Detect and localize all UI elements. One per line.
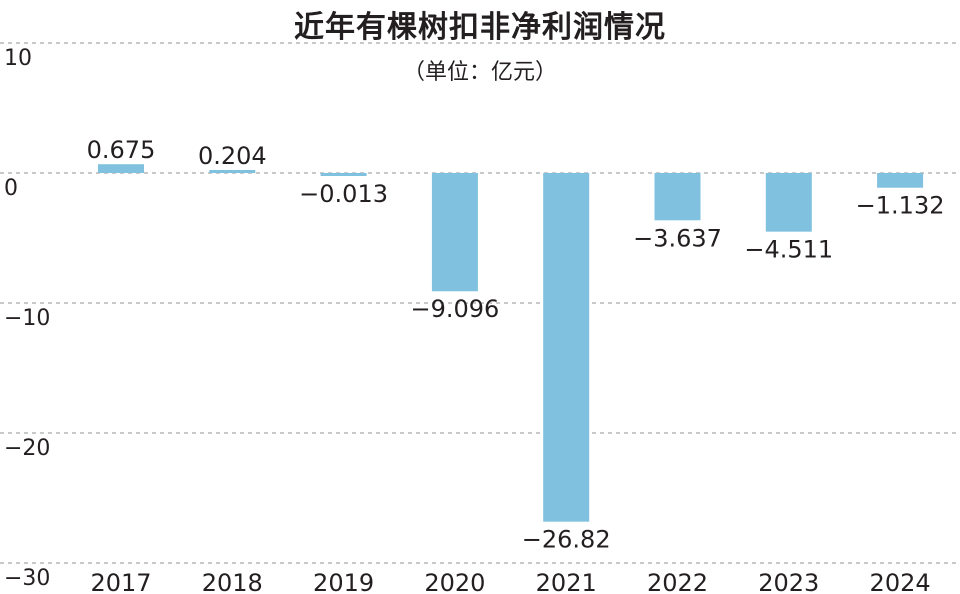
data-label: 0.675 [87, 136, 156, 164]
bar [765, 173, 812, 232]
y-tick-label: −30 [4, 566, 50, 591]
bar [431, 173, 478, 292]
data-label: −3.637 [633, 224, 722, 252]
bar [98, 164, 144, 173]
unit-label: （单位：亿元） [402, 60, 557, 85]
data-label: −9.096 [410, 295, 499, 323]
x-tick-label: 2023 [758, 569, 819, 594]
y-tick-label: −10 [4, 306, 50, 331]
x-tick-label: 2018 [202, 569, 263, 594]
x-tick-label: 2021 [536, 569, 597, 594]
y-tick-label: 10 [4, 46, 32, 71]
chart-title: 近年有棵树扣非净利润情况 [294, 10, 666, 45]
data-label: 0.204 [198, 142, 267, 170]
bar [877, 173, 924, 188]
data-label: −4.511 [744, 236, 833, 264]
data-label: −26.82 [522, 526, 611, 554]
x-tick-label: 2019 [313, 569, 374, 594]
x-tick-label: 2017 [90, 569, 151, 594]
bar [654, 173, 701, 221]
data-label: −1.132 [856, 192, 945, 220]
y-tick-label: 0 [4, 176, 18, 201]
x-tick-label: 2020 [424, 569, 485, 594]
x-tick-label: 2024 [870, 569, 931, 594]
y-tick-label: −20 [4, 436, 50, 461]
data-label: −0.013 [299, 180, 388, 208]
x-tick-label: 2022 [647, 569, 708, 594]
bar [543, 173, 590, 522]
bar [320, 173, 367, 176]
bar [209, 170, 256, 173]
